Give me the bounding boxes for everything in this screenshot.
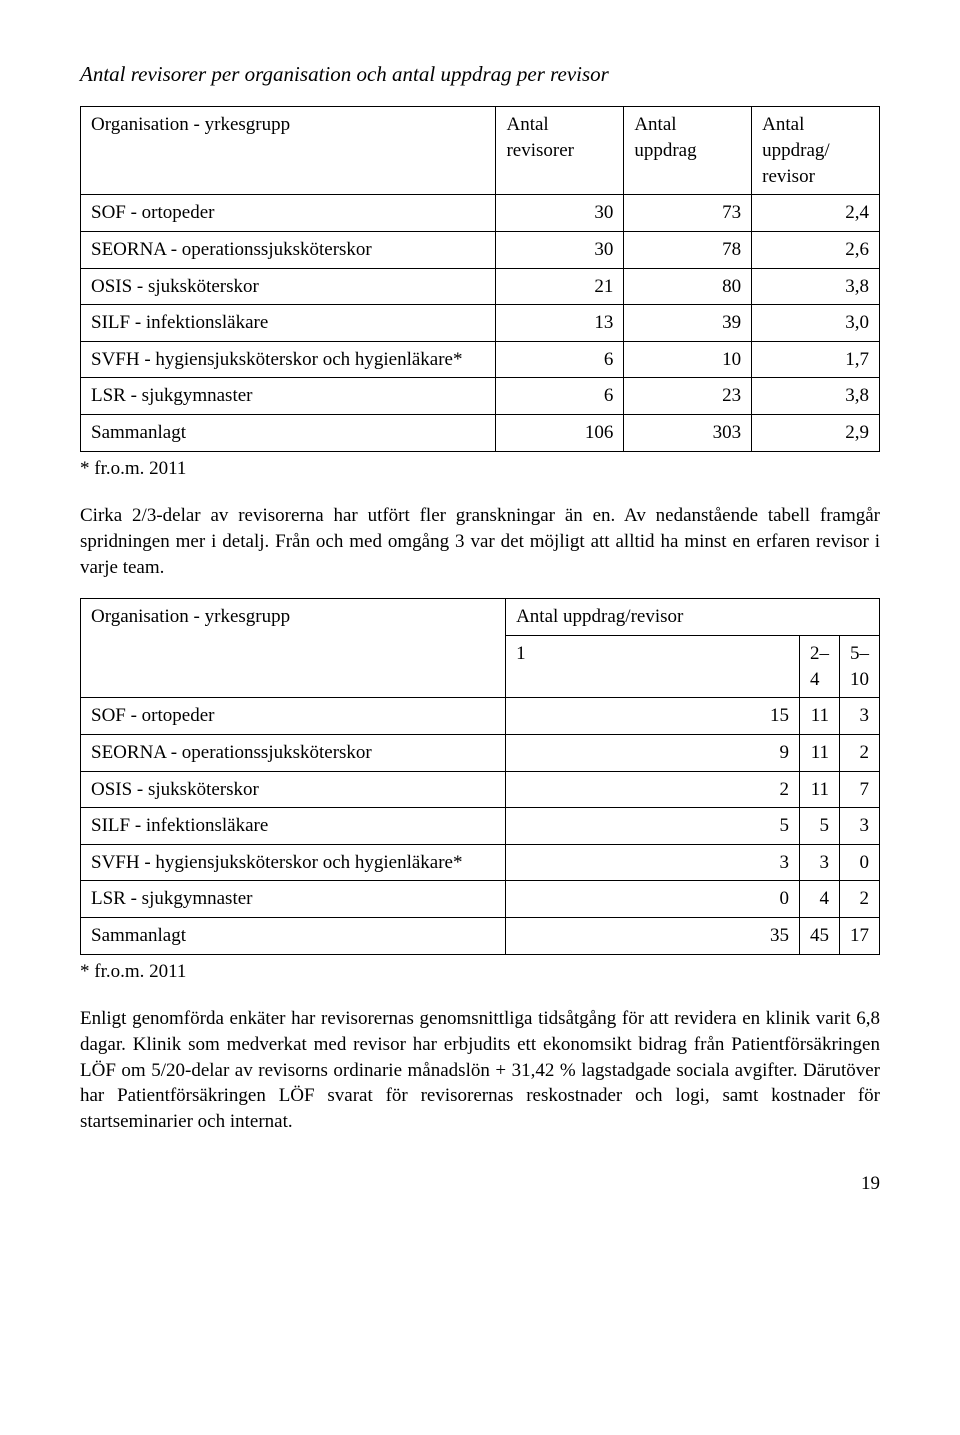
cell: 2 — [506, 771, 800, 808]
cell: 303 — [624, 415, 752, 452]
cell: 11 — [799, 698, 839, 735]
table-header-row: Organisation - yrkesgrupp Antal uppdrag/… — [81, 599, 880, 636]
cell: 2 — [839, 734, 879, 771]
cell: 5 — [799, 808, 839, 845]
col-header: 2–4 — [799, 635, 839, 697]
cell: 2,4 — [752, 195, 880, 232]
cell: SVFH - hygiensjuksköterskor och hygienlä… — [81, 341, 496, 378]
table-row: SILF - infektionsläkare553 — [81, 808, 880, 845]
cell: 2 — [839, 881, 879, 918]
cell: 7 — [839, 771, 879, 808]
cell: 106 — [496, 415, 624, 452]
cell: SEORNA - operationssjuksköterskor — [81, 231, 496, 268]
table-row: SILF - infektionsläkare13393,0 — [81, 305, 880, 342]
col-header: 1 — [506, 635, 800, 697]
page-number: 19 — [80, 1171, 880, 1197]
cell: 23 — [624, 378, 752, 415]
table-row: OSIS - sjuksköterskor2117 — [81, 771, 880, 808]
cell: 11 — [799, 734, 839, 771]
table-row: LSR - sjukgymnaster042 — [81, 881, 880, 918]
table-row: SVFH - hygiensjuksköterskor och hygienlä… — [81, 844, 880, 881]
cell: 5 — [506, 808, 800, 845]
table-header-row: Organisation - yrkesgrupp Antal revisore… — [81, 107, 880, 195]
cell: 2,9 — [752, 415, 880, 452]
cell: SILF - infektionsläkare — [81, 305, 496, 342]
table-row: SOF - ortopeder15113 — [81, 698, 880, 735]
cell: 39 — [624, 305, 752, 342]
cell: 13 — [496, 305, 624, 342]
cell: 30 — [496, 195, 624, 232]
cell: 3,8 — [752, 378, 880, 415]
cell: 73 — [624, 195, 752, 232]
table-uppdrag: Organisation - yrkesgrupp Antal uppdrag/… — [80, 598, 880, 954]
cell: SOF - ortopeder — [81, 195, 496, 232]
cell: 80 — [624, 268, 752, 305]
cell: SILF - infektionsläkare — [81, 808, 506, 845]
col-header: Antal uppdrag — [624, 107, 752, 195]
cell: 0 — [839, 844, 879, 881]
footnote: * fr.o.m. 2011 — [80, 959, 880, 985]
cell: SVFH - hygiensjuksköterskor och hygienlä… — [81, 844, 506, 881]
cell: 35 — [506, 918, 800, 955]
col-header: Organisation - yrkesgrupp — [81, 599, 506, 698]
table-row: SEORNA - operationssjuksköterskor9112 — [81, 734, 880, 771]
cell: SEORNA - operationssjuksköterskor — [81, 734, 506, 771]
table-row: SOF - ortopeder30732,4 — [81, 195, 880, 232]
body-paragraph: Cirka 2/3-delar av revisorerna har utför… — [80, 503, 880, 580]
cell: Sammanlagt — [81, 918, 506, 955]
table-row: LSR - sjukgymnaster6233,8 — [81, 378, 880, 415]
cell: 10 — [624, 341, 752, 378]
cell: 78 — [624, 231, 752, 268]
cell: 3 — [799, 844, 839, 881]
table-row: SVFH - hygiensjuksköterskor och hygienlä… — [81, 341, 880, 378]
cell: LSR - sjukgymnaster — [81, 378, 496, 415]
body-paragraph: Enligt genomförda enkäter har revisorern… — [80, 1006, 880, 1134]
cell: LSR - sjukgymnaster — [81, 881, 506, 918]
cell: 21 — [496, 268, 624, 305]
table-revisorer: Organisation - yrkesgrupp Antal revisore… — [80, 106, 880, 451]
col-header: 5–10 — [839, 635, 879, 697]
section-heading: Antal revisorer per organisation och ant… — [80, 60, 880, 88]
cell: 6 — [496, 378, 624, 415]
cell: 3,0 — [752, 305, 880, 342]
cell: 3 — [506, 844, 800, 881]
cell: 3 — [839, 698, 879, 735]
col-header: Antal uppdrag/ revisor — [752, 107, 880, 195]
cell: 30 — [496, 231, 624, 268]
cell: OSIS - sjuksköterskor — [81, 268, 496, 305]
col-header: Organisation - yrkesgrupp — [81, 107, 496, 195]
cell: 45 — [799, 918, 839, 955]
col-header: Antal revisorer — [496, 107, 624, 195]
cell: 1,7 — [752, 341, 880, 378]
cell: OSIS - sjuksköterskor — [81, 771, 506, 808]
cell: 15 — [506, 698, 800, 735]
cell: 2,6 — [752, 231, 880, 268]
table-row: Sammanlagt354517 — [81, 918, 880, 955]
cell: 6 — [496, 341, 624, 378]
footnote: * fr.o.m. 2011 — [80, 456, 880, 482]
col-header: Antal uppdrag/revisor — [506, 599, 880, 636]
cell: Sammanlagt — [81, 415, 496, 452]
table-row: Sammanlagt1063032,9 — [81, 415, 880, 452]
table-row: OSIS - sjuksköterskor21803,8 — [81, 268, 880, 305]
cell: 3,8 — [752, 268, 880, 305]
cell: 9 — [506, 734, 800, 771]
cell: 11 — [799, 771, 839, 808]
cell: 0 — [506, 881, 800, 918]
cell: 17 — [839, 918, 879, 955]
cell: 3 — [839, 808, 879, 845]
cell: 4 — [799, 881, 839, 918]
table-row: SEORNA - operationssjuksköterskor30782,6 — [81, 231, 880, 268]
cell: SOF - ortopeder — [81, 698, 506, 735]
